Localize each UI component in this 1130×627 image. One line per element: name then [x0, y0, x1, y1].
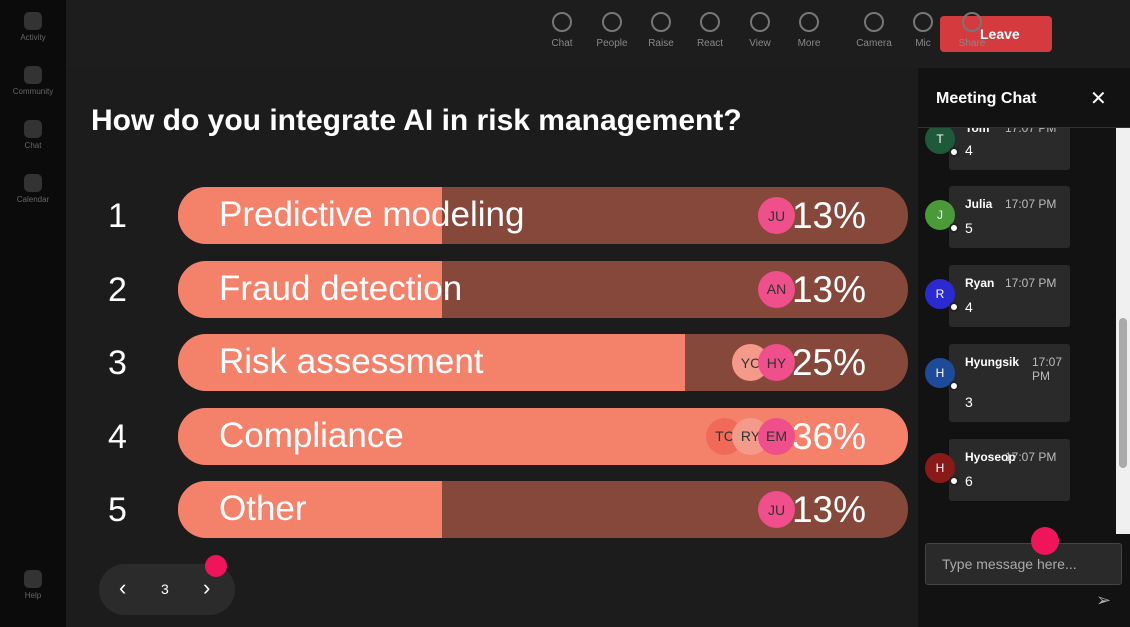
pager: ‹ 3 ›: [99, 555, 235, 615]
voter-avatar: JU: [758, 197, 795, 234]
message-list: Tom 17:07 PM 4 T Julia 17:07 PM 5 J Ryan 17:07 PM…: [918, 128, 1116, 534]
option-fill: [178, 187, 442, 244]
message-card: Ryan 17:07 PM 4: [949, 265, 1070, 327]
option-bar[interactable]: Fraud detection 13% AN: [178, 260, 908, 318]
rail-item[interactable]: Calendar: [0, 174, 66, 204]
option-percent: 13%: [791, 268, 866, 310]
sender-name: Hyungsik: [965, 355, 1020, 369]
rail-item[interactable]: Chat: [0, 120, 66, 150]
message-input[interactable]: Type message here...: [925, 543, 1122, 585]
toolbar: Leave Chat People Raise React View More Camera…: [66, 0, 1130, 68]
option-number: 3: [108, 344, 127, 382]
side-rail: Activity Community Chat Calendar Help: [0, 0, 66, 627]
option-label: Predictive modeling: [219, 195, 525, 234]
message-time: 17:07 PM: [1005, 276, 1057, 290]
message-text: 4: [965, 142, 973, 158]
close-button[interactable]: ✕: [1090, 88, 1107, 110]
option-percent: 25%: [791, 342, 866, 383]
message-card: Tom 17:07 PM 4: [949, 128, 1070, 170]
message-time: 17:07 PM: [1005, 197, 1057, 211]
status-dot: [949, 381, 959, 391]
toolbar-button[interactable]: Mic: [901, 12, 945, 49]
divider: [918, 127, 1130, 128]
message-time: 17:07 PM: [1005, 450, 1057, 464]
option-percent: 36%: [791, 415, 866, 457]
voter-avatar: EM: [758, 417, 795, 455]
toolbar-button[interactable]: Raise: [639, 12, 683, 49]
status-dot: [949, 223, 959, 233]
pointer-dot: [1031, 527, 1059, 555]
option-label: Compliance: [219, 415, 404, 455]
message-card: Hyungsik 17:07 PM 3: [949, 344, 1070, 422]
message-time: 17:07 PM: [1005, 128, 1057, 135]
option-bar[interactable]: Risk assessment 25% YC HY: [178, 334, 908, 391]
poll-question: How do you integrate AI in risk manageme…: [91, 104, 742, 137]
send-button[interactable]: ➢: [1096, 590, 1112, 610]
toolbar-button[interactable]: People: [590, 12, 634, 49]
sender-name: Ryan: [965, 276, 995, 290]
voter-avatar: HY: [758, 344, 795, 381]
prev-button[interactable]: ‹: [119, 575, 127, 600]
toolbar-button[interactable]: Chat: [540, 12, 584, 49]
status-dot: [949, 476, 959, 486]
message-text: 4: [965, 299, 973, 315]
page-number: 3: [161, 581, 169, 597]
toolbar-button[interactable]: React: [688, 12, 732, 49]
sender-name: Tom: [965, 128, 990, 135]
toolbar-button[interactable]: Camera: [852, 12, 896, 49]
option-label: Risk assessment: [219, 342, 484, 381]
leave-button[interactable]: Leave: [940, 16, 1052, 52]
status-dot: [949, 302, 959, 312]
option-bar[interactable]: Compliance 36% TC RY EM: [178, 407, 908, 465]
sender-name: Julia: [965, 197, 993, 211]
option-bar[interactable]: Predictive modeling 13% JU: [178, 187, 908, 244]
message-card: Julia 17:07 PM 5: [949, 186, 1070, 248]
option-percent: 13%: [791, 195, 866, 236]
toolbar-button[interactable]: Share: [950, 12, 994, 49]
option-bar[interactable]: Other 13% JU: [178, 481, 908, 538]
option-percent: 13%: [791, 489, 866, 530]
sender-name: Hyoseop: [965, 450, 1016, 464]
rail-item[interactable]: Help: [0, 570, 66, 600]
rail-item[interactable]: Activity: [0, 12, 66, 42]
option-number: 5: [108, 491, 127, 529]
message-card: Hyoseop 17:07 PM 6: [949, 439, 1070, 501]
option-fill: [178, 481, 442, 538]
option-fill: [178, 260, 442, 318]
voter-avatar: AN: [758, 270, 795, 308]
chat-title: Meeting Chat: [936, 90, 1037, 107]
option-label: Fraud detection: [219, 268, 463, 308]
toolbar-button[interactable]: More: [787, 12, 831, 49]
voter-avatar: JU: [758, 491, 795, 528]
sender-avatar: H: [925, 453, 955, 483]
rail-item[interactable]: Community: [0, 66, 66, 96]
option-label: Other: [219, 489, 307, 528]
chat-panel: Meeting Chat ✕ Tom 17:07 PM 4 T Julia 17:07 P…: [918, 68, 1130, 627]
toolbar-button[interactable]: View: [738, 12, 782, 49]
message-time: 17:07 PM: [1032, 355, 1063, 383]
pointer-dot: [205, 555, 227, 577]
status-dot: [949, 147, 959, 157]
option-number: 4: [108, 417, 127, 456]
sender-avatar: J: [925, 200, 955, 230]
message-text: 5: [965, 220, 973, 236]
option-fill: [178, 334, 685, 391]
option-number: 1: [108, 197, 127, 235]
message-text: 3: [965, 394, 973, 410]
option-number: 2: [108, 270, 127, 309]
next-button[interactable]: ›: [203, 575, 211, 600]
scrollbar: [1116, 128, 1130, 534]
message-text: 6: [965, 473, 973, 489]
